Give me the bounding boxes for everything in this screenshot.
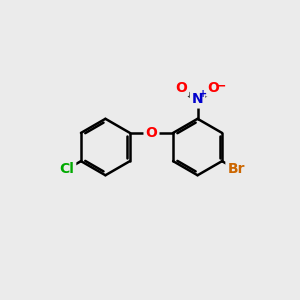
Text: −: − <box>216 80 226 93</box>
Text: +: + <box>200 88 208 98</box>
Text: O: O <box>207 81 219 94</box>
Text: O: O <box>175 81 187 94</box>
Text: O: O <box>146 126 158 140</box>
Text: Br: Br <box>227 162 245 176</box>
Text: Cl: Cl <box>59 162 74 176</box>
Text: N: N <box>192 92 203 106</box>
